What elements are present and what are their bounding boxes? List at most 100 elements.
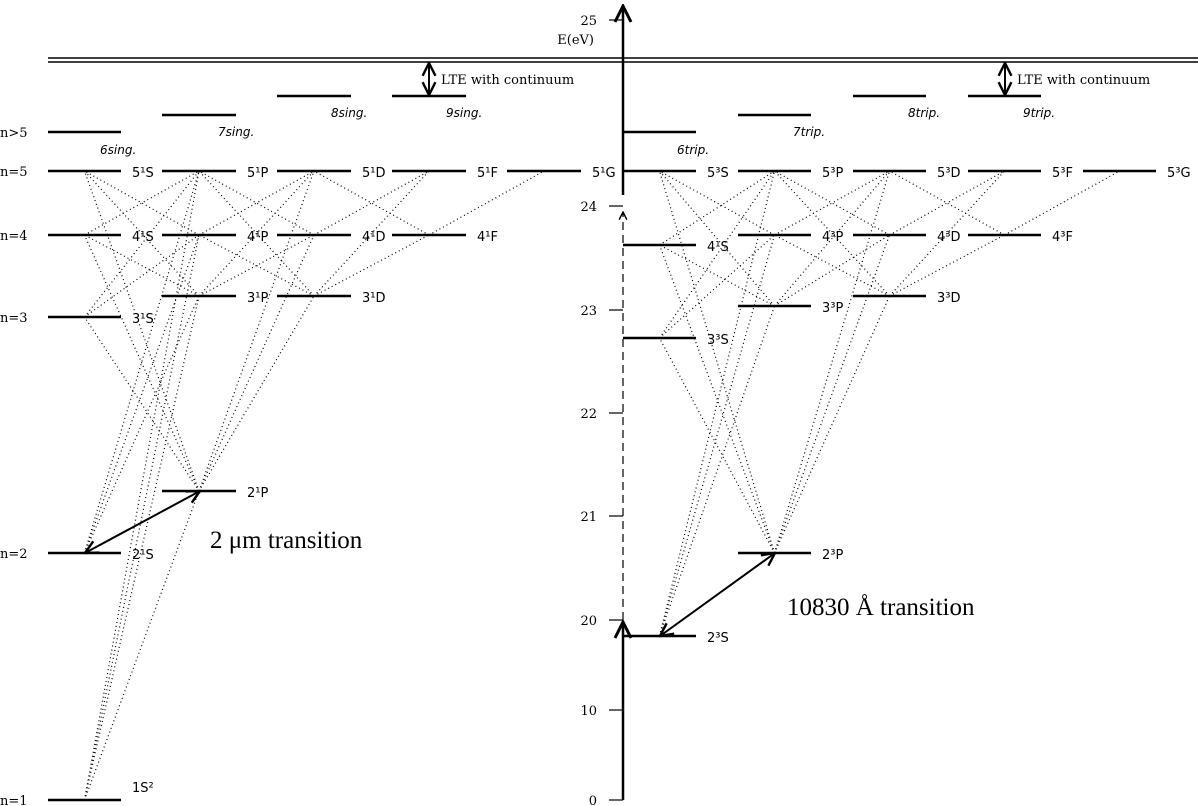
dotted-transition bbox=[83, 170, 200, 554]
level-label: 2³P bbox=[822, 548, 843, 563]
dotted-transition bbox=[659, 170, 775, 307]
dotted-transition bbox=[198, 295, 315, 492]
level-label: 4³P bbox=[822, 230, 843, 245]
dotted-transition bbox=[198, 234, 315, 492]
level-label: 5¹P bbox=[247, 166, 268, 181]
dotted-transition bbox=[198, 170, 315, 492]
level-label: 3¹P bbox=[247, 291, 268, 306]
level-label: 4³F bbox=[1052, 230, 1073, 245]
series-label: 7sing. bbox=[218, 125, 254, 139]
transition-label: 2 μm transition bbox=[210, 527, 363, 554]
dotted-transition bbox=[659, 170, 775, 339]
dotted-transition bbox=[774, 234, 890, 307]
tick-label: 0 bbox=[589, 794, 597, 806]
level-label: 4¹D bbox=[362, 230, 386, 245]
dotted-transition bbox=[83, 295, 200, 554]
level-label: 5³D bbox=[937, 166, 961, 181]
level-label: 4¹S bbox=[132, 230, 154, 245]
dotted-transitions bbox=[83, 170, 1120, 801]
level-label: 5¹F bbox=[477, 166, 498, 181]
dotted-transition bbox=[84, 234, 200, 297]
dotted-transition bbox=[659, 244, 775, 307]
tick-label: 22 bbox=[580, 407, 597, 422]
level-label: 3³S bbox=[707, 333, 729, 348]
series-label: 8sing. bbox=[331, 106, 367, 120]
tick-label: 21 bbox=[580, 510, 597, 525]
dotted-transition bbox=[658, 170, 776, 554]
dotted-transition bbox=[889, 234, 1005, 297]
dotted-transition bbox=[313, 170, 430, 297]
level-label: 5¹S bbox=[132, 166, 154, 181]
dotted-transition bbox=[774, 234, 890, 297]
dotted-transition bbox=[83, 170, 200, 801]
level-label: 2³S bbox=[707, 631, 729, 646]
series-label: 6sing. bbox=[100, 143, 136, 157]
axis-label: E(eV) bbox=[557, 33, 594, 48]
level-label: 4¹S bbox=[707, 240, 729, 255]
tick-label: 10 bbox=[580, 704, 597, 719]
level-label: 4¹F bbox=[477, 230, 498, 245]
level-label: 3¹D bbox=[362, 291, 386, 306]
level-label: 3³D bbox=[937, 291, 961, 306]
levels: n>5 n=5 n=4 n=3 n=2 n=1 1S² 2¹S 2¹P 3¹S 3¹P 3¹D 4¹S 4… bbox=[0, 94, 1191, 806]
dotted-transition bbox=[658, 305, 776, 637]
level-label: 5³G bbox=[1167, 166, 1191, 181]
dotted-transition bbox=[773, 234, 891, 554]
dotted-transition bbox=[83, 234, 200, 554]
dotted-transition bbox=[773, 295, 891, 554]
dotted-transition bbox=[659, 170, 775, 246]
level-label: 4³D bbox=[937, 230, 961, 245]
dotted-transition bbox=[198, 234, 315, 297]
tick-label: 24 bbox=[580, 200, 597, 215]
dotted-transition bbox=[198, 234, 315, 297]
dotted-transition bbox=[658, 337, 776, 554]
dotted-transition bbox=[84, 170, 200, 297]
level-label: 3¹S bbox=[132, 312, 154, 327]
dotted-transition bbox=[658, 234, 776, 637]
dotted-transition bbox=[198, 170, 315, 297]
level-label: 5³F bbox=[1052, 166, 1073, 181]
level-label: 2¹P bbox=[247, 486, 268, 501]
series-label: 9trip. bbox=[1023, 106, 1055, 120]
dotted-transition bbox=[83, 490, 200, 801]
dotted-transition bbox=[84, 170, 200, 318]
dotted-transition bbox=[313, 234, 430, 297]
n-label: n=2 bbox=[0, 547, 28, 562]
dotted-transition bbox=[83, 316, 200, 492]
tick-label: 25 bbox=[580, 14, 597, 29]
level-label: 5¹G bbox=[592, 166, 616, 181]
dotted-transition bbox=[659, 234, 775, 339]
level-label: 2¹S bbox=[132, 548, 154, 563]
transition-arrow bbox=[85, 491, 200, 553]
series-label: 8trip. bbox=[908, 106, 940, 120]
dotted-transition bbox=[773, 170, 891, 554]
tick-label: 20 bbox=[580, 614, 597, 629]
transition-label: 10830 Å transition bbox=[787, 594, 975, 621]
level-label: 4¹P bbox=[247, 230, 268, 245]
lte-label: LTE with continuum bbox=[1017, 73, 1150, 88]
level-label: 5³S bbox=[707, 166, 729, 181]
n-label: n=1 bbox=[0, 794, 28, 806]
dotted-transition bbox=[83, 170, 200, 492]
dotted-transition bbox=[774, 170, 890, 297]
series-label: 7trip. bbox=[793, 125, 825, 139]
level-label: 1S² bbox=[132, 781, 154, 796]
dotted-transition bbox=[774, 170, 890, 307]
dotted-transition bbox=[83, 234, 200, 492]
level-label: 3³P bbox=[822, 301, 843, 316]
series-label: 6trip. bbox=[677, 143, 709, 157]
series-label: 9sing. bbox=[446, 106, 482, 120]
tick-label: 23 bbox=[580, 304, 597, 319]
dotted-transition bbox=[658, 244, 776, 554]
n-label: n=5 bbox=[0, 165, 28, 180]
dotted-transition bbox=[84, 234, 200, 318]
level-label: 5¹D bbox=[362, 166, 386, 181]
n-label: n=3 bbox=[0, 311, 28, 326]
axis-ticks: 25 24 23 22 21 20 10 0 bbox=[580, 14, 623, 806]
dotted-transition bbox=[889, 170, 1005, 297]
transition-arrow bbox=[660, 553, 775, 636]
n-label: n=4 bbox=[0, 229, 28, 244]
n-label: n>5 bbox=[0, 126, 28, 141]
lte-label: LTE with continuum bbox=[441, 73, 574, 88]
